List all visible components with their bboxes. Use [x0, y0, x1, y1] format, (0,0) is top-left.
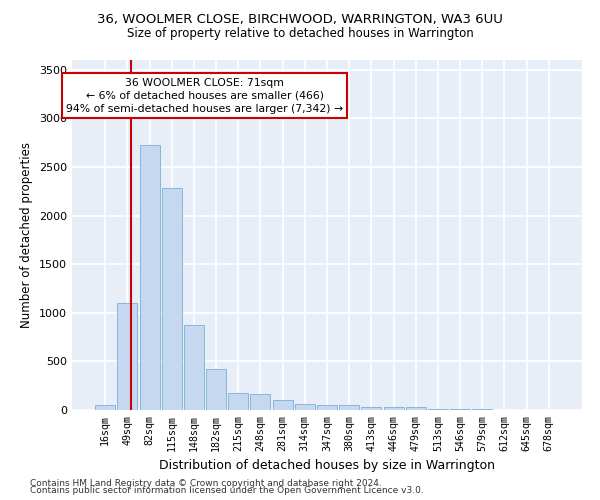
Bar — [428, 408, 448, 410]
Bar — [295, 404, 315, 410]
Bar — [317, 404, 337, 410]
Bar — [250, 394, 271, 410]
Y-axis label: Number of detached properties: Number of detached properties — [20, 142, 34, 328]
Text: Size of property relative to detached houses in Warrington: Size of property relative to detached ho… — [127, 28, 473, 40]
Bar — [406, 407, 426, 410]
Bar — [339, 405, 359, 410]
Bar — [472, 409, 492, 410]
Bar — [361, 407, 382, 410]
Bar — [272, 400, 293, 410]
Bar — [228, 393, 248, 410]
Bar — [162, 188, 182, 410]
Text: 36, WOOLMER CLOSE, BIRCHWOOD, WARRINGTON, WA3 6UU: 36, WOOLMER CLOSE, BIRCHWOOD, WARRINGTON… — [97, 12, 503, 26]
Bar — [450, 409, 470, 410]
Text: Contains public sector information licensed under the Open Government Licence v3: Contains public sector information licen… — [30, 486, 424, 495]
Bar — [206, 369, 226, 410]
Bar — [383, 407, 404, 410]
X-axis label: Distribution of detached houses by size in Warrington: Distribution of detached houses by size … — [159, 459, 495, 472]
Bar — [140, 144, 160, 410]
Bar — [118, 303, 137, 410]
Text: Contains HM Land Registry data © Crown copyright and database right 2024.: Contains HM Land Registry data © Crown c… — [30, 478, 382, 488]
Text: 36 WOOLMER CLOSE: 71sqm
← 6% of detached houses are smaller (466)
94% of semi-de: 36 WOOLMER CLOSE: 71sqm ← 6% of detached… — [66, 78, 343, 114]
Bar — [95, 404, 115, 410]
Bar — [184, 325, 204, 410]
